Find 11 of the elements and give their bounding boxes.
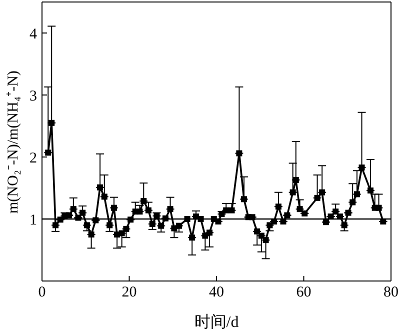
x-tick-label: 60 [296,284,312,301]
x-tick-label: 80 [384,284,398,301]
x-tick-label: 20 [122,284,137,301]
y-tick-label: 1 [30,212,37,228]
x-axis-title: 时间/d [194,313,239,329]
x-tick-label: 0 [38,284,46,301]
y-tick-label: 3 [30,88,37,104]
x-tick-label: 40 [209,284,224,301]
y-tick-label: 2 [30,150,37,166]
y-axis-title: m(NO₂⁻-N)/m(NH₄⁺-N) [5,70,22,214]
y-tick-label: 4 [30,26,38,42]
